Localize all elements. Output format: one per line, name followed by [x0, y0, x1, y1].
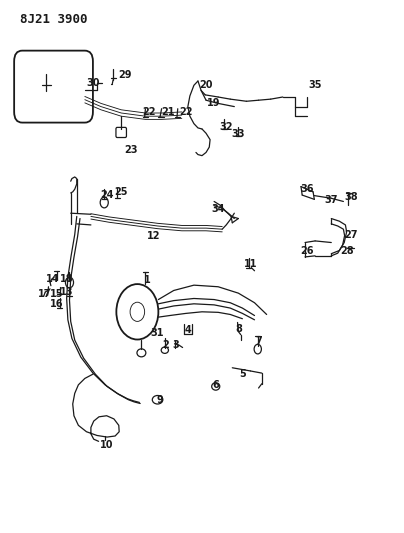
Text: 32: 32 — [219, 122, 233, 132]
Text: 12: 12 — [147, 231, 160, 240]
Text: 15: 15 — [50, 289, 63, 299]
Text: 17: 17 — [38, 289, 51, 299]
Text: 23: 23 — [124, 146, 138, 155]
Text: 2: 2 — [162, 341, 169, 350]
Text: 4: 4 — [185, 326, 191, 335]
Text: 25: 25 — [114, 187, 128, 197]
Text: 22: 22 — [179, 107, 193, 117]
Text: 6: 6 — [213, 380, 219, 390]
Text: 18: 18 — [60, 274, 74, 284]
Text: 26: 26 — [300, 246, 314, 255]
Text: 19: 19 — [207, 99, 221, 108]
Text: 8: 8 — [235, 325, 242, 334]
Text: 9: 9 — [156, 395, 163, 405]
Text: 11: 11 — [244, 259, 257, 269]
Text: 16: 16 — [50, 299, 63, 309]
Text: 14: 14 — [46, 274, 59, 284]
Text: 34: 34 — [211, 204, 225, 214]
Text: 36: 36 — [300, 184, 314, 194]
Text: 37: 37 — [324, 195, 338, 205]
Text: 27: 27 — [345, 230, 358, 239]
Text: 13: 13 — [60, 287, 74, 297]
Text: 20: 20 — [199, 80, 213, 90]
Text: 28: 28 — [341, 246, 354, 255]
Text: 24: 24 — [100, 190, 114, 200]
Text: 1: 1 — [144, 276, 151, 285]
Text: 35: 35 — [308, 80, 322, 90]
Text: 30: 30 — [86, 78, 100, 87]
Text: 33: 33 — [231, 130, 245, 139]
Text: 38: 38 — [345, 192, 358, 202]
Text: 31: 31 — [151, 328, 164, 338]
Text: 10: 10 — [100, 440, 114, 450]
Text: 21: 21 — [161, 107, 175, 117]
Text: 5: 5 — [239, 369, 246, 379]
Text: 8J21 3900: 8J21 3900 — [20, 13, 88, 26]
Text: 3: 3 — [173, 341, 179, 350]
Text: 7: 7 — [255, 336, 262, 346]
Text: 29: 29 — [118, 70, 132, 79]
Text: 22: 22 — [143, 107, 156, 117]
